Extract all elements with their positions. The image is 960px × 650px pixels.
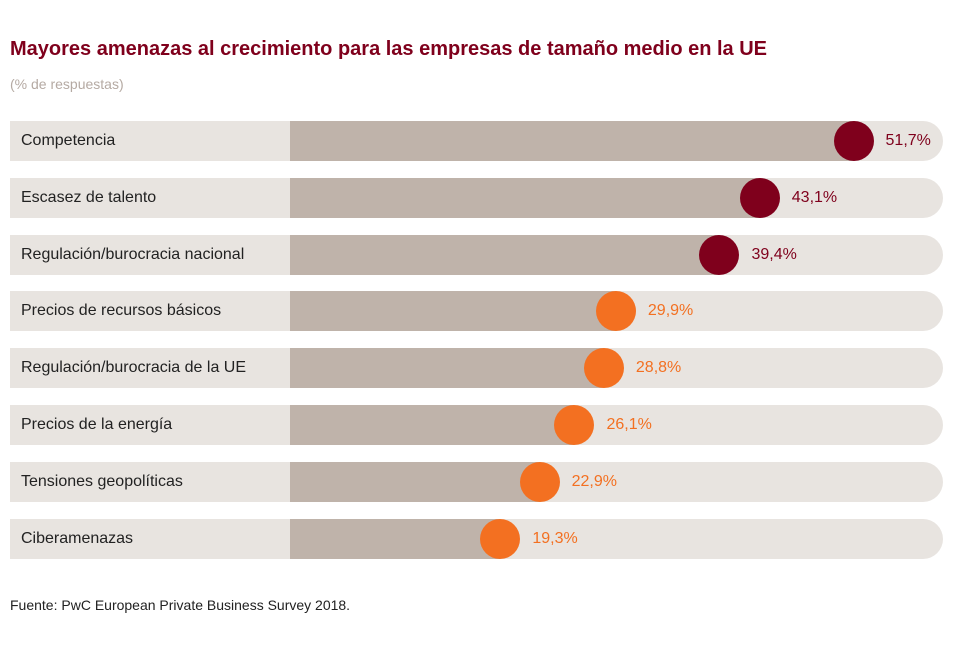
bar-row: Competencia 51,7% — [10, 121, 943, 161]
value-label: 43,1% — [791, 188, 838, 206]
value-dot — [554, 405, 595, 445]
category-label: Regulación/burocracia nacional — [21, 245, 245, 263]
value-dot — [739, 177, 780, 218]
bar-fill — [290, 348, 604, 389]
source-note: Fuente: PwC European Private Business Su… — [10, 597, 351, 613]
value-dot — [519, 461, 560, 502]
chart-subtitle: (% de respuestas) — [10, 76, 124, 92]
value-label: 22,9% — [571, 472, 617, 490]
category-label: Precios de recursos básicos — [21, 302, 222, 320]
value-label: 19,3% — [532, 529, 578, 547]
value-label: 26,1% — [606, 416, 652, 433]
category-label: Tensiones geopolíticas — [21, 472, 183, 490]
bar-row: Regulación/burocracia nacional 39,4% — [10, 234, 943, 275]
category-label: Escasez de talento — [21, 188, 157, 206]
bar-fill — [290, 121, 854, 161]
bar-fill — [290, 461, 540, 502]
bar-fill — [290, 177, 760, 218]
bar-row: Ciberamenazas 19,3% — [10, 518, 943, 559]
bar-fill — [290, 234, 720, 275]
category-label: Competencia — [21, 132, 116, 149]
bar-fill — [290, 405, 575, 445]
bar-row: Precios de recursos básicos 29,9% — [10, 291, 943, 332]
value-dot — [480, 518, 521, 559]
value-label: 29,9% — [647, 302, 694, 320]
value-label: 28,8% — [635, 359, 682, 377]
category-label: Regulación/burocracia de la UE — [21, 359, 247, 377]
value-label: 51,7% — [885, 132, 931, 149]
bar-row: Regulación/burocracia de la UE 28,8% — [10, 348, 943, 389]
bar-fill — [290, 291, 616, 332]
chart-title: Mayores amenazas al crecimiento para las… — [10, 38, 768, 60]
bar-row: Escasez de talento 43,1% — [10, 177, 943, 218]
bar-row: Precios de la energía 26,1% — [10, 405, 943, 445]
category-label: Precios de la energía — [21, 416, 173, 433]
bar-row: Tensiones geopolíticas 22,9% — [10, 461, 943, 502]
category-label: Ciberamenazas — [21, 529, 134, 547]
value-dot — [595, 291, 636, 332]
value-dot — [699, 234, 740, 275]
value-dot — [583, 348, 624, 389]
bar-fill — [290, 518, 501, 559]
value-dot — [833, 121, 874, 161]
value-label: 39,4% — [751, 245, 797, 263]
